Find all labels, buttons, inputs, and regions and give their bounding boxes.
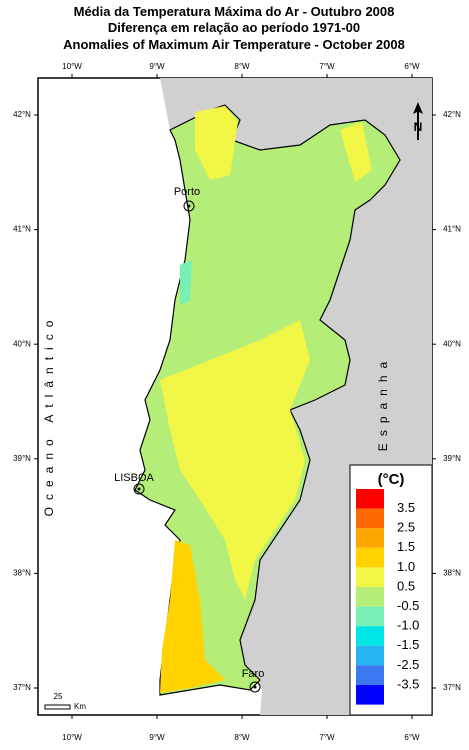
legend-swatch xyxy=(356,685,384,705)
legend-label: 2.5 xyxy=(397,520,415,535)
legend-swatch xyxy=(356,508,384,529)
longitude-label: 10°W xyxy=(62,62,82,71)
legend-swatch xyxy=(356,645,384,666)
scale-bar: 25 Km xyxy=(44,692,86,711)
longitude-label: 6°W xyxy=(404,733,420,742)
longitude-label: 9°W xyxy=(149,62,165,71)
cities: Porto LISBOA Faro xyxy=(114,186,265,693)
latitude-label: 42°N xyxy=(443,110,461,119)
latitude-label: 39°N xyxy=(13,454,31,463)
longitude-label: 7°W xyxy=(319,733,335,742)
ocean-label: Oceano Atlântico xyxy=(42,314,56,517)
north-label: N xyxy=(414,120,423,134)
latitude-label: 39°N xyxy=(443,454,461,463)
latitude-label: 40°N xyxy=(13,339,31,348)
legend-swatch xyxy=(356,489,384,509)
city-label: Faro xyxy=(242,668,265,680)
latitude-label: 42°N xyxy=(13,110,31,119)
latitude-label: 38°N xyxy=(443,569,461,578)
city-label: Porto xyxy=(174,186,200,198)
legend-title: (°C) xyxy=(378,471,405,488)
legend-swatch xyxy=(356,547,384,568)
legend-label: -2.5 xyxy=(397,657,419,672)
country-label: Espanha xyxy=(376,355,390,451)
latitude-label: 41°N xyxy=(13,225,31,234)
legend-label: 0.5 xyxy=(397,578,415,593)
latitude-label: 37°N xyxy=(443,683,461,692)
north-arrow: N xyxy=(413,102,423,140)
scale-value: 25 xyxy=(54,692,63,701)
legend-label: -3.5 xyxy=(397,676,419,691)
portugal xyxy=(134,104,401,696)
legend-label: 1.5 xyxy=(397,539,415,554)
latitude-label: 38°N xyxy=(13,569,31,578)
legend-swatch xyxy=(356,626,384,646)
legend-label: 3.5 xyxy=(397,500,415,515)
city-label: LISBOA xyxy=(114,472,154,484)
legend-label: -1.0 xyxy=(397,618,419,633)
longitude-label: 7°W xyxy=(319,62,335,71)
longitude-label: 6°W xyxy=(404,62,420,71)
title-line: Anomalies of Maximum Air Temperature - O… xyxy=(63,37,405,52)
longitude-label: 9°W xyxy=(149,733,165,742)
legend-swatch xyxy=(356,665,384,685)
longitude-label: 10°W xyxy=(62,733,82,742)
legend-label: -0.5 xyxy=(397,598,419,613)
latitude-label: 37°N xyxy=(13,683,31,692)
title-line: Diferença em relação ao período 1971-00 xyxy=(108,20,360,35)
legend-label: 1.0 xyxy=(397,559,415,574)
legend-swatch xyxy=(356,528,384,548)
legend-swatch xyxy=(356,567,384,587)
scale-unit: Km xyxy=(74,702,86,711)
legend-swatch xyxy=(356,606,384,627)
title-line: Média da Temperatura Máxima do Ar - Outu… xyxy=(74,4,395,19)
latitude-label: 40°N xyxy=(443,339,461,348)
longitude-label: 8°W xyxy=(234,62,250,71)
latitude-label: 41°N xyxy=(443,225,461,234)
longitude-label: 8°W xyxy=(234,733,250,742)
legend-swatch xyxy=(356,587,384,607)
legend-label: -1.5 xyxy=(397,637,419,652)
